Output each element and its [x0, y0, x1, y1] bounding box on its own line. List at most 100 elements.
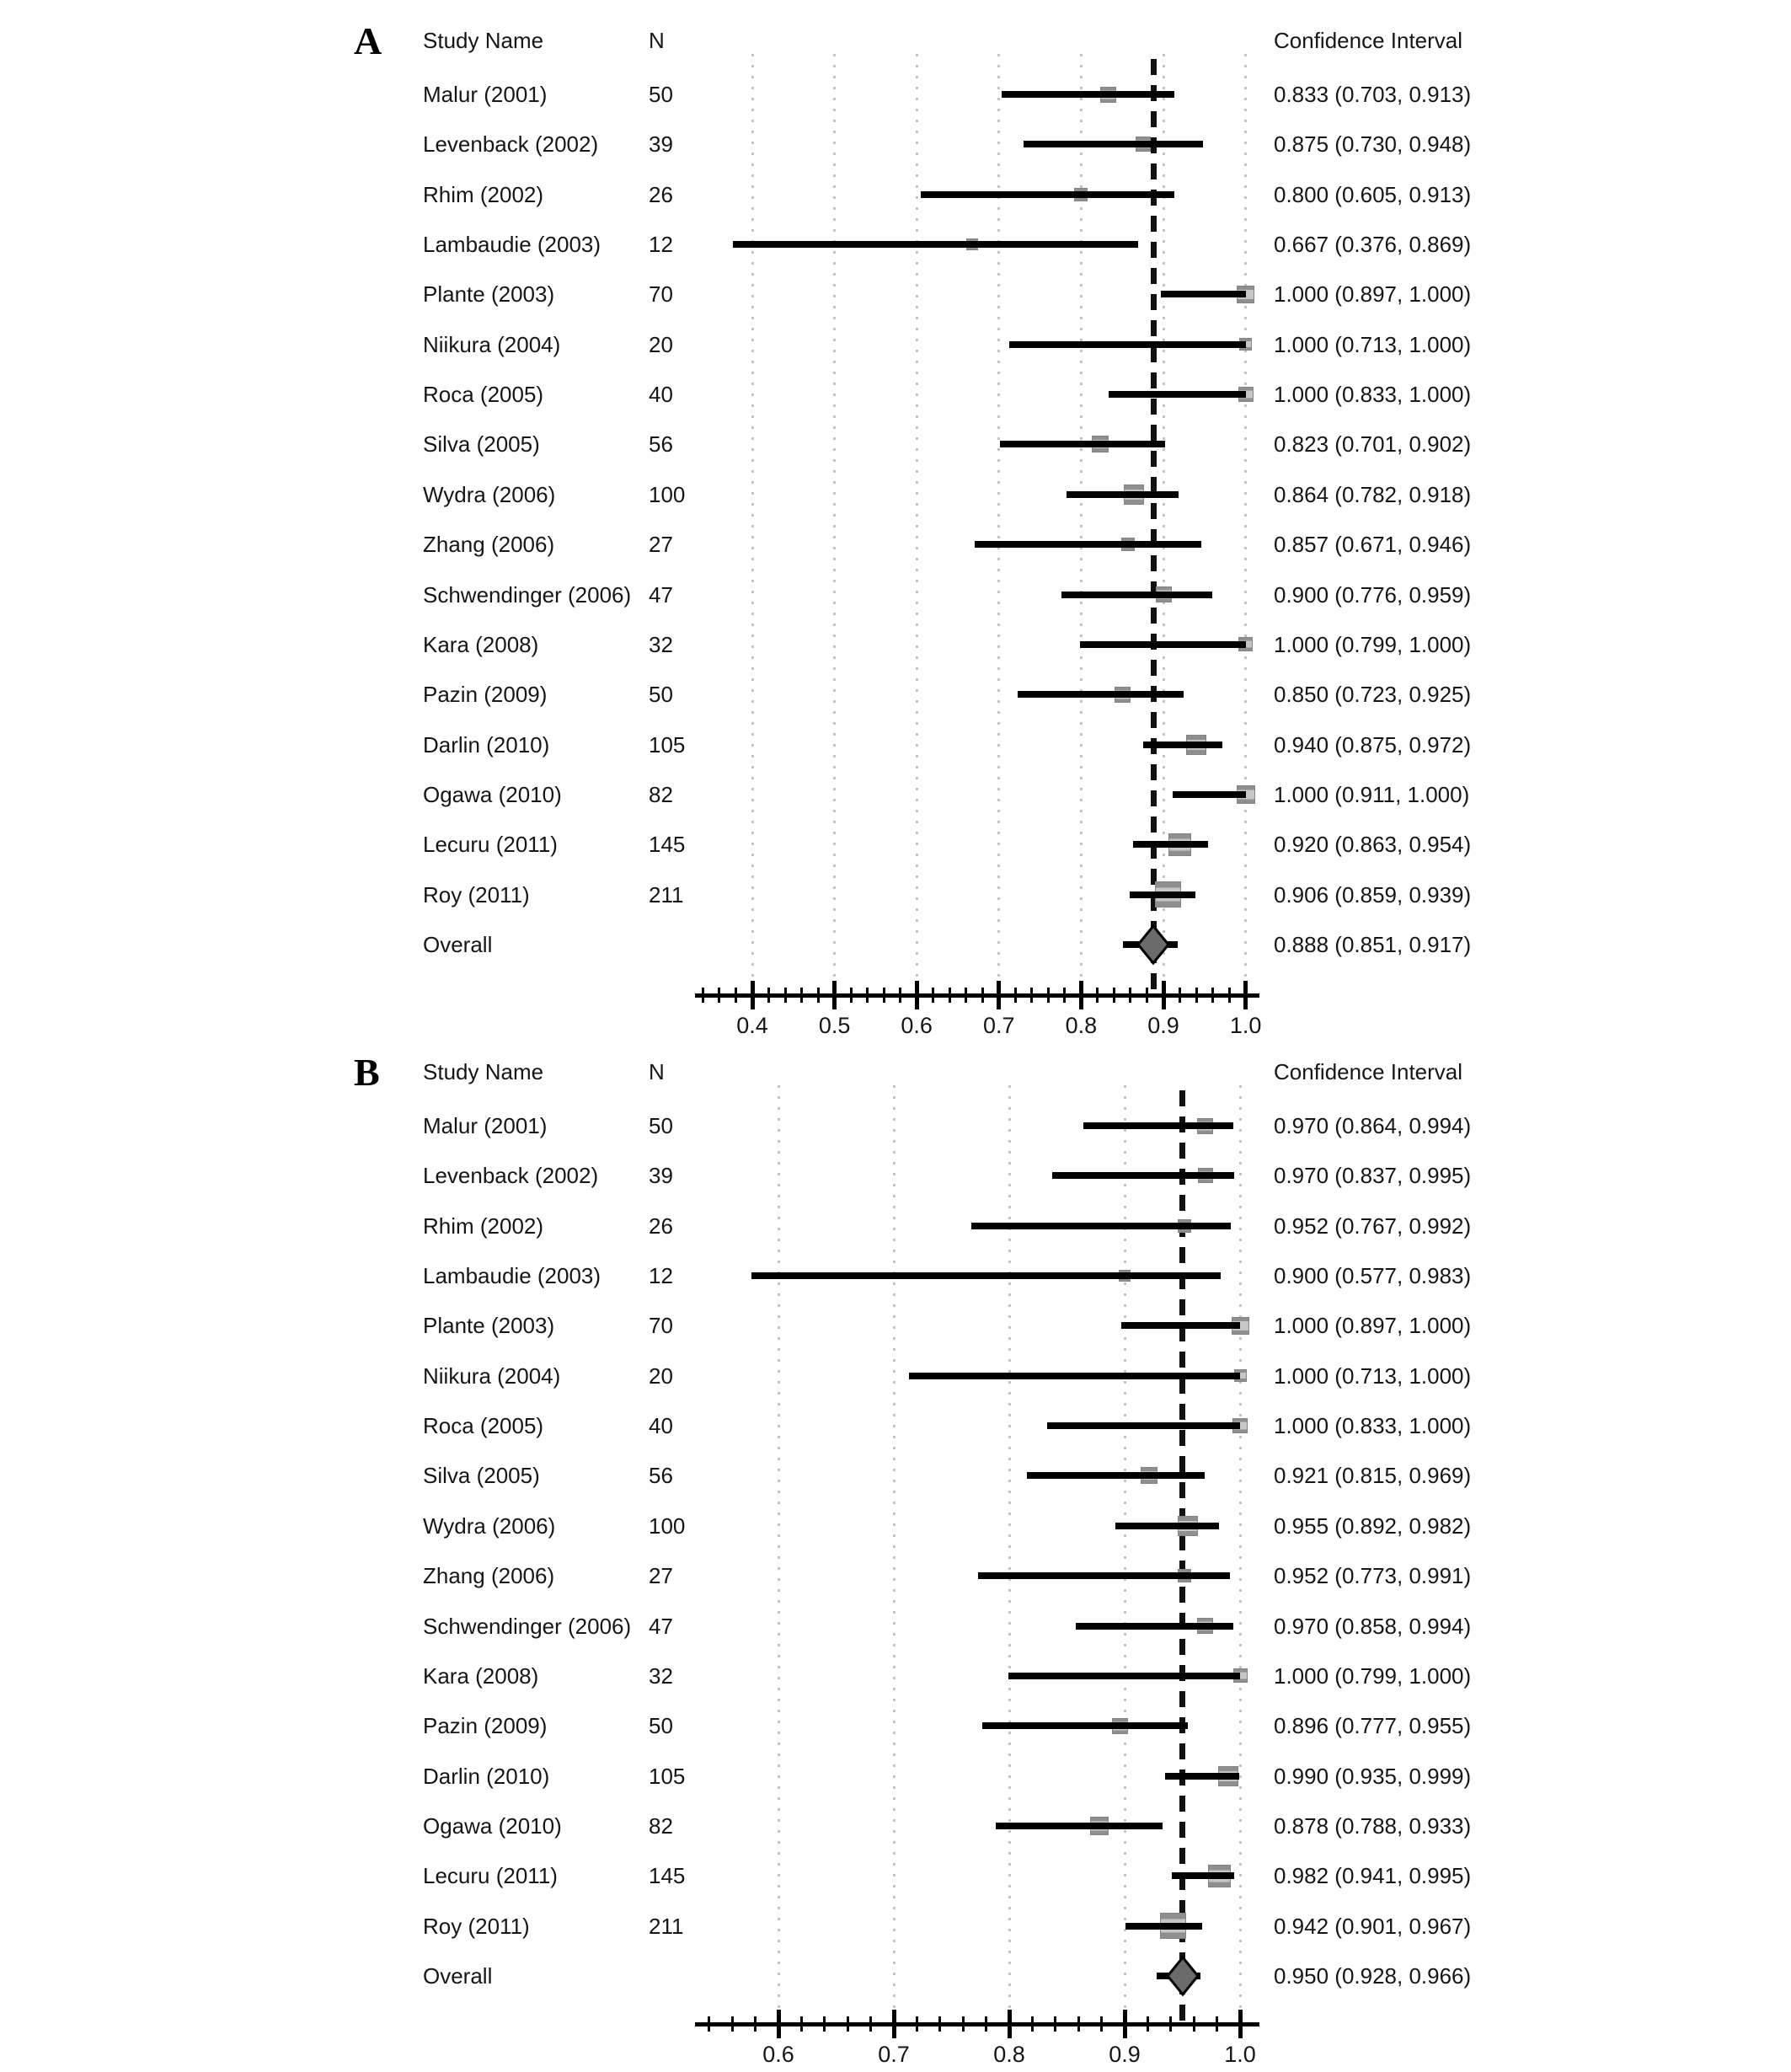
- ci-line: [908, 1372, 1240, 1379]
- gridline: [915, 54, 918, 995]
- axis-tick-minor: [1227, 988, 1231, 1003]
- axis-tick-minor: [1211, 988, 1215, 1003]
- study-label: Wydra (2006): [423, 1513, 556, 1539]
- gridline: [751, 54, 754, 995]
- study-label: Pazin (2009): [423, 682, 548, 708]
- study-label: Schwendinger (2006): [423, 1613, 632, 1639]
- ci-label: 0.823 (0.701, 0.902): [1274, 431, 1472, 458]
- study-n: 211: [649, 881, 684, 908]
- ci-label: 0.950 (0.928, 0.966): [1274, 1962, 1472, 1989]
- study-label: Ogawa (2010): [423, 1812, 562, 1839]
- study-label: Niikura (2004): [423, 1363, 561, 1389]
- study-n: 32: [649, 1662, 673, 1689]
- ci-line: [1080, 640, 1246, 648]
- axis-tick-minor: [1112, 988, 1115, 1003]
- ci-label: 0.952 (0.773, 0.991): [1274, 1563, 1472, 1589]
- study-n: 56: [649, 431, 673, 458]
- ci-line: [1076, 1622, 1233, 1630]
- x-axis-line: [695, 993, 1259, 998]
- ci-line: [982, 1722, 1189, 1730]
- study-label: Silva (2005): [423, 1463, 540, 1489]
- study-label: Kara (2008): [423, 631, 539, 657]
- axis-tick-minor: [1030, 988, 1034, 1003]
- ci-line: [1172, 1872, 1235, 1880]
- study-label: Silva (2005): [423, 431, 540, 458]
- study-n: 26: [649, 181, 673, 207]
- study-label: Overall: [423, 931, 493, 957]
- ci-line: [995, 1822, 1163, 1829]
- ci-label: 0.900 (0.776, 0.959): [1274, 581, 1472, 608]
- ci-line: [1008, 1672, 1240, 1679]
- ci-line: [1001, 91, 1174, 98]
- study-n: 27: [649, 532, 673, 558]
- ci-label: 0.952 (0.767, 0.992): [1274, 1213, 1472, 1239]
- axis-tick-label: 0.8: [993, 2042, 1025, 2067]
- study-n: 82: [649, 1812, 673, 1839]
- gridline: [1244, 54, 1248, 995]
- axis-tick-minor: [1169, 2016, 1173, 2032]
- ci-label: 1.000 (0.911, 1.000): [1274, 781, 1470, 807]
- axis-tick-minor: [985, 2016, 988, 2032]
- axis-tick-minor: [899, 988, 902, 1003]
- ci-line: [1024, 141, 1203, 148]
- study-n: 40: [649, 1413, 673, 1439]
- study-label: Malur (2001): [423, 82, 548, 107]
- axis-tick-major: [1238, 2010, 1243, 2038]
- panel-a-label: A: [354, 19, 382, 62]
- overall-dashed-line: [1150, 59, 1157, 995]
- axis-tick-minor: [1179, 988, 1182, 1003]
- ci-line: [1083, 1122, 1233, 1129]
- gridline: [1008, 1085, 1011, 2024]
- ci-line: [1047, 1422, 1240, 1430]
- axis-tick-minor: [1216, 2016, 1219, 2032]
- ci-line: [1066, 490, 1179, 498]
- gridline: [1162, 54, 1165, 995]
- study-n: 12: [649, 232, 673, 258]
- axis-tick-minor: [799, 2016, 803, 2032]
- study-n: 27: [649, 1563, 673, 1589]
- study-n: 145: [649, 1863, 686, 1889]
- study-n: 100: [649, 1513, 686, 1539]
- study-n: 70: [649, 281, 673, 308]
- study-label: Roy (2011): [423, 881, 530, 908]
- ci-line: [1161, 291, 1246, 298]
- study-label: Levenback (2002): [423, 131, 599, 158]
- study-label: Darlin (2010): [423, 731, 550, 758]
- axis-tick-minor: [882, 988, 885, 1003]
- axis-tick-minor: [1013, 988, 1017, 1003]
- axis-tick-label: 0.8: [1065, 1013, 1098, 1038]
- study-n: 105: [649, 1763, 686, 1789]
- ci-label: 0.921 (0.815, 0.969): [1274, 1463, 1472, 1489]
- axis-tick-label: 1.0: [1224, 2042, 1256, 2067]
- ci-line: [1142, 741, 1223, 748]
- ci-label: 1.000 (0.799, 1.000): [1274, 631, 1472, 657]
- ci-line: [1061, 591, 1212, 598]
- axis-tick-minor: [734, 988, 737, 1003]
- axis-tick-label: 0.6: [901, 1013, 933, 1038]
- axis-tick-minor: [932, 988, 935, 1003]
- study-label: Roy (2011): [423, 1913, 530, 1939]
- axis-tick-minor: [846, 2016, 849, 2032]
- study-n: 20: [649, 331, 673, 357]
- ci-label: 0.955 (0.892, 0.982): [1274, 1513, 1472, 1539]
- study-label: Overall: [423, 1962, 493, 1989]
- ci-line: [1051, 1172, 1235, 1180]
- axis-tick-minor: [1100, 2016, 1104, 2032]
- ci-line: [1125, 1922, 1202, 1930]
- axis-tick-minor: [1096, 988, 1099, 1003]
- study-n: 20: [649, 1363, 673, 1389]
- study-label: Zhang (2006): [423, 1563, 555, 1589]
- axis-tick-minor: [1077, 2016, 1080, 2032]
- axis-tick-minor: [1129, 988, 1132, 1003]
- gridline: [997, 54, 1001, 995]
- axis-tick-minor: [1054, 2016, 1057, 2032]
- axis-tick-minor: [1063, 988, 1067, 1003]
- axis-tick-label: 0.9: [1109, 2042, 1141, 2067]
- axis-tick-label: 0.4: [736, 1013, 768, 1038]
- study-label: Ogawa (2010): [423, 781, 562, 807]
- study-label: Roca (2005): [423, 382, 544, 408]
- gridline: [833, 54, 837, 995]
- study-n: 47: [649, 581, 673, 608]
- study-label: Darlin (2010): [423, 1763, 550, 1789]
